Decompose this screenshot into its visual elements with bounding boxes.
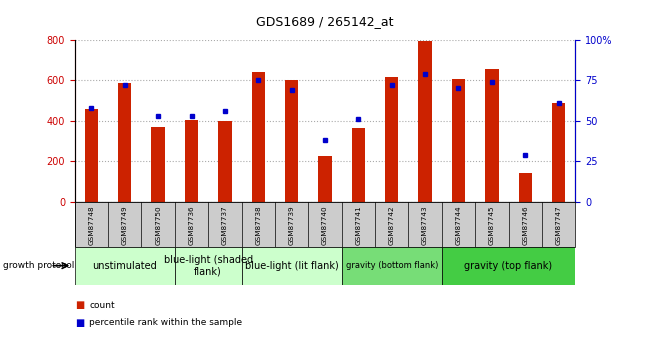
Text: GSM87744: GSM87744 [456, 205, 462, 245]
Text: percentile rank within the sample: percentile rank within the sample [89, 318, 242, 327]
Text: GSM87738: GSM87738 [255, 205, 261, 245]
Text: count: count [89, 301, 114, 310]
Text: gravity (bottom flank): gravity (bottom flank) [346, 261, 438, 270]
Text: GSM87747: GSM87747 [556, 205, 562, 245]
Text: GSM87740: GSM87740 [322, 205, 328, 245]
Bar [352, 128, 365, 202]
Text: GSM87750: GSM87750 [155, 205, 161, 245]
Bar [118, 83, 131, 202]
Text: growth protocol: growth protocol [3, 261, 75, 270]
Bar [419, 41, 432, 202]
Text: GSM87742: GSM87742 [389, 205, 395, 245]
Bar [218, 121, 231, 202]
Text: GSM87736: GSM87736 [188, 205, 194, 245]
Bar [442, 247, 575, 285]
Text: gravity (top flank): gravity (top flank) [465, 261, 552, 270]
Bar [151, 127, 165, 202]
Text: unstimulated: unstimulated [92, 261, 157, 270]
Text: GSM87743: GSM87743 [422, 205, 428, 245]
Text: GSM87745: GSM87745 [489, 205, 495, 245]
Bar [84, 109, 98, 202]
Bar [285, 80, 298, 202]
Text: ■: ■ [75, 318, 84, 327]
Text: GSM87741: GSM87741 [356, 205, 361, 245]
Text: blue-light (lit flank): blue-light (lit flank) [245, 261, 339, 270]
Text: ■: ■ [75, 300, 84, 310]
Bar [185, 120, 198, 202]
Bar [242, 247, 342, 285]
Bar [75, 247, 175, 285]
Bar [252, 72, 265, 202]
Bar [452, 79, 465, 202]
Bar [485, 69, 499, 202]
Text: GDS1689 / 265142_at: GDS1689 / 265142_at [256, 16, 394, 29]
Bar [519, 174, 532, 202]
Text: GSM87739: GSM87739 [289, 205, 294, 245]
Bar [175, 247, 242, 285]
Text: GSM87746: GSM87746 [522, 205, 528, 245]
Bar [385, 77, 398, 202]
Text: GSM87749: GSM87749 [122, 205, 128, 245]
Bar [552, 102, 566, 202]
Text: GSM87748: GSM87748 [88, 205, 94, 245]
Text: GSM87737: GSM87737 [222, 205, 228, 245]
Bar [318, 156, 332, 202]
Text: blue-light (shaded
flank): blue-light (shaded flank) [164, 255, 253, 276]
Bar [342, 247, 442, 285]
